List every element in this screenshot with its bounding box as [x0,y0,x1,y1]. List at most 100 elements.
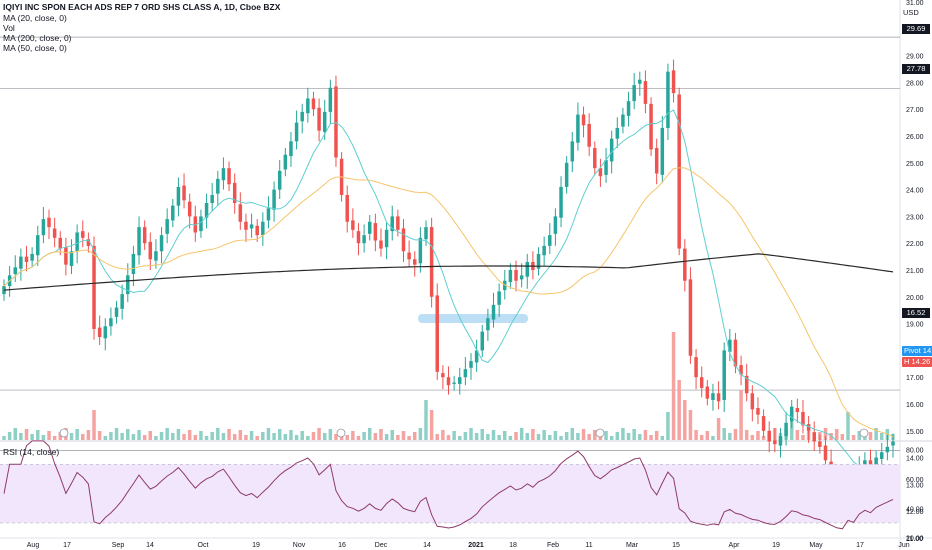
volume-bar [176,429,181,440]
pivot-badge-label: Pivot [904,346,921,355]
indicator-ma20-label[interactable]: MA (20, close, 0) [3,13,67,23]
price-tick-label: 23.00 [906,214,924,221]
candle-body [401,228,406,252]
volume-bar [480,429,485,440]
candle-body [41,219,46,236]
time-tick-label: Mar [626,542,639,549]
time-tick-label: Apr [729,542,741,549]
volume-bar [97,431,102,440]
volume-bar [429,410,434,440]
candle-body [812,432,816,442]
candle-body [120,294,124,309]
price-tick-label: 28.00 [906,80,924,87]
indicator-vol-label[interactable]: Vol [3,23,15,33]
candle-body [199,216,203,232]
candle-body [593,148,597,169]
candle-body [621,114,625,127]
candle-body [407,252,411,260]
candle-body [508,270,513,283]
candle-body [227,168,231,185]
candle-body [187,201,192,217]
candle-body [412,259,417,265]
volume-bar [834,429,839,440]
candle-body [58,237,63,249]
volume-bar [216,428,220,440]
volume-bar [384,434,389,440]
volume-bar [227,429,231,440]
volume-bar [491,430,496,440]
candle-body [193,216,198,233]
candle-body [542,245,546,256]
price-tick-label: 20.00 [906,295,924,302]
candle-body [728,339,732,352]
candle-body [716,393,721,402]
candle-body [154,251,158,261]
price-tick-label: 13.00 [906,482,924,489]
candle-body [103,326,108,339]
pivot-badge-value: 14.27 [922,346,932,355]
candle-body [576,114,580,143]
time-tick-label: 19 [252,542,260,549]
ma-20-line [3,109,894,474]
time-tick-label: 14 [423,542,431,549]
volume-bar [36,430,40,440]
candle-body [424,227,428,240]
volume-bar [463,432,468,440]
indicator-ma50-label[interactable]: MA (50, close, 0) [3,43,67,53]
volume-bar [322,433,327,440]
earnings-markers [59,428,869,438]
indicator-ma200-label[interactable]: MA (200, close, 0) [3,33,72,43]
volume-bar [103,436,108,440]
volume-bar [232,434,237,440]
candle-body [773,440,777,445]
earnings-marker-icon [859,428,869,438]
candle-body [497,291,501,305]
candle-body [171,205,175,221]
time-axis[interactable]: Aug 17 Sep 14 Oct 19 Nov 16 Dec 14 2021 18 Feb 11 Mar 1… [27,542,910,549]
price-axis[interactable]: 31.0030.0029.0028.0027.0026.0025.0024.00… [906,0,924,543]
candle-body [818,441,822,447]
volume-bar [345,435,349,440]
volume-bar [261,432,265,440]
volume-bar [508,436,513,440]
candle-body [778,436,783,446]
candle-body [114,307,119,317]
volume-bar [857,431,861,440]
volume-bar [47,431,51,440]
candle-body [328,87,333,112]
volume-bar [92,410,96,440]
time-tick-label: 19 [772,542,780,549]
rsi-tick-label: 80.00 [906,448,924,455]
candle-body [311,98,316,110]
volume-bar [744,430,749,440]
price-tick-label: 24.00 [906,188,924,195]
volume-bar [497,435,501,440]
candle-body [885,446,890,453]
candle-body [283,154,288,170]
price-tick-label: 15.00 [906,429,924,436]
volume-bar [41,435,46,440]
pivot-badge: Pivot 14.27 [902,346,932,356]
volume-bar [733,429,738,440]
candle-body [165,219,169,234]
candle-body [823,445,828,461]
price-tick-label: 22.00 [906,241,924,248]
rsi-indicator-label[interactable]: RSI (14, close) [3,447,60,457]
candle-body [277,170,282,190]
candle-body [452,382,456,384]
time-tick-label: May [809,542,823,549]
candle-body [722,350,726,400]
candle-body [643,81,648,104]
volume-bar [739,390,743,440]
volume-bar [255,436,259,440]
candle-body [649,103,653,150]
candle-body [334,86,338,158]
time-tick-label: 18 [509,542,517,549]
volume-bar [58,432,63,440]
candle-body [615,127,620,139]
rsi-tick-label: 20.00 [906,536,924,543]
candle-body [525,261,530,277]
volume-bar [412,432,417,440]
volume-bar [688,410,693,440]
